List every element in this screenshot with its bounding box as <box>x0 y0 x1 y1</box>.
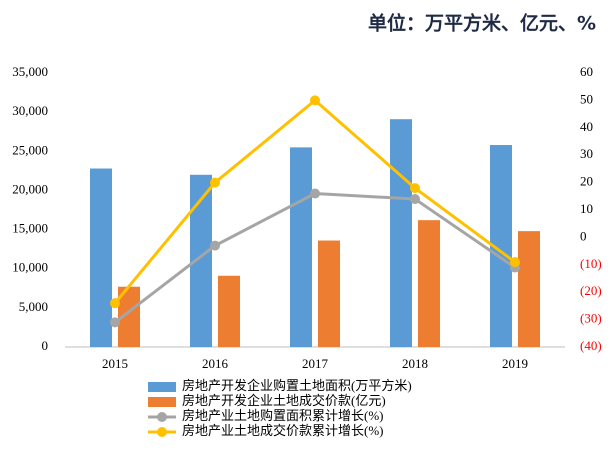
bar <box>390 119 412 347</box>
line <box>113 98 516 305</box>
marker <box>110 298 120 309</box>
y2-tick-label: 10 <box>580 201 593 216</box>
legend-label: 房地产业土地成交价款累计增长(%) <box>182 423 384 438</box>
marker <box>110 317 120 328</box>
bar <box>490 145 512 347</box>
y2-tick-label: 40 <box>580 119 593 134</box>
legend-label: 房地产开发企业土地成交价款(亿元) <box>182 393 386 408</box>
y2-tick-label: (10) <box>580 256 602 271</box>
bar <box>418 220 440 347</box>
y2-tick-label: 60 <box>580 64 593 79</box>
y-tick-label: 30,000 <box>12 103 48 118</box>
x-tick-label: 2019 <box>502 356 528 371</box>
x-tick-label: 2016 <box>202 356 229 371</box>
bar <box>518 231 540 347</box>
chart-title: 单位：万平方米、亿元、% <box>368 12 596 35</box>
legend-swatch <box>148 382 176 392</box>
legend-swatch <box>157 427 167 437</box>
y2-tick-label: 50 <box>580 91 593 106</box>
marker <box>210 240 220 251</box>
y2-tick-label: (30) <box>580 311 602 326</box>
x-tick-label: 2018 <box>402 356 428 371</box>
y-tick-label: 20,000 <box>12 181 48 196</box>
marker <box>310 188 320 199</box>
y2-tick-label: (40) <box>580 338 602 353</box>
bar <box>190 174 212 347</box>
y2-tick-label: 0 <box>580 228 587 243</box>
y-tick-label: 25,000 <box>12 142 48 157</box>
bar <box>218 275 240 347</box>
y-tick-label: 35,000 <box>12 64 48 79</box>
marker <box>510 257 520 268</box>
y-tick-label: 15,000 <box>12 221 48 236</box>
line <box>114 192 516 324</box>
legend-swatch <box>148 397 176 407</box>
bar <box>90 168 112 347</box>
y2-tick-label: 20 <box>580 174 593 189</box>
marker <box>310 95 320 106</box>
legend-swatch <box>157 412 167 422</box>
legend-label: 房地产开发企业购置土地面积(万平方米) <box>182 378 412 393</box>
legend-label: 房地产业土地购置面积累计增长(%) <box>182 408 384 423</box>
y-tick-label: 10,000 <box>12 260 48 275</box>
x-tick-label: 2015 <box>102 356 128 371</box>
bar <box>118 286 140 347</box>
marker <box>410 194 420 205</box>
y2-tick-label: (20) <box>580 283 602 298</box>
bar <box>318 240 340 347</box>
marker <box>210 177 220 188</box>
bar <box>290 147 312 347</box>
x-tick-label: 2017 <box>302 356 329 371</box>
y-tick-label: 0 <box>42 338 49 353</box>
y2-tick-label: 30 <box>580 146 593 161</box>
y-tick-label: 5,000 <box>19 299 48 314</box>
marker <box>410 183 420 194</box>
